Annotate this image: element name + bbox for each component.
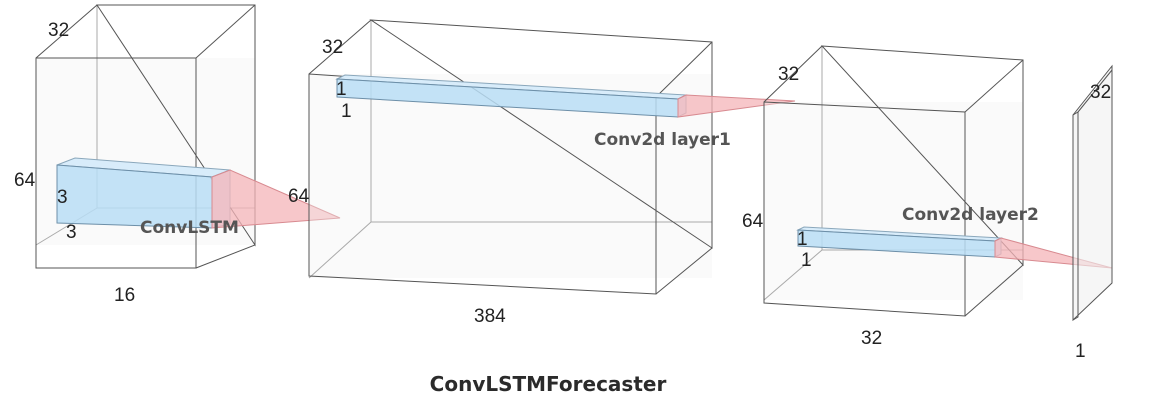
- input-width-label: 16: [114, 285, 135, 306]
- conv2d-layer2-kernel-size-1: 1: [797, 229, 808, 250]
- conv1-output-depth-label: 32: [778, 64, 799, 85]
- convlstm-output-width-label: 384: [474, 306, 506, 327]
- convlstm-output-depth-label: 32: [322, 37, 343, 58]
- conv1-output-width-label: 32: [861, 328, 882, 349]
- convlstm-label: ConvLSTM: [140, 218, 239, 238]
- conv2d-layer2-kernel-size-2: 1: [801, 250, 812, 271]
- input-depth-label: 32: [48, 20, 69, 41]
- conv2d-layer2-label: Conv2d layer2: [902, 205, 1039, 225]
- convlstm-output-volume: [308, 19, 713, 295]
- conv2d-layer1-kernel-size-2: 1: [341, 101, 352, 122]
- input-height-label: 64: [14, 170, 36, 191]
- convlstm-kernel-size-2: 3: [66, 222, 77, 243]
- conv2d-layer1-kernel-size-1: 1: [336, 79, 347, 100]
- diagram-title: ConvLSTMForecaster: [430, 372, 667, 396]
- output-plane: [1072, 64, 1113, 322]
- convlstm-kernel: [56, 157, 341, 229]
- output-depth-label: 32: [1090, 82, 1111, 103]
- conv2d-layer1-label: Conv2d layer1: [594, 130, 731, 150]
- convlstm-output-height-label: 64: [288, 186, 310, 207]
- conv1-output-height-label: 64: [742, 211, 764, 232]
- conv1-output-volume: [763, 45, 1024, 317]
- output-width-label: 1: [1075, 341, 1086, 362]
- convlstm-kernel-size-1: 3: [57, 187, 68, 208]
